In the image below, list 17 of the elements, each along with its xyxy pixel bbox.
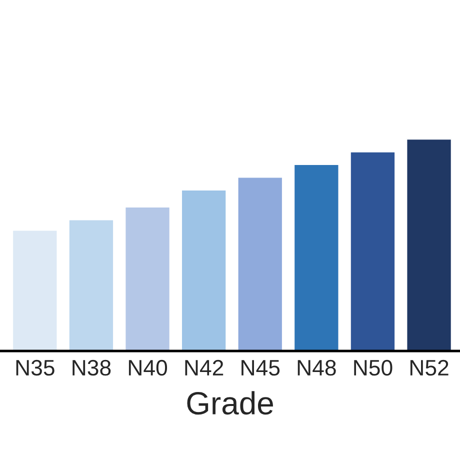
bar	[406, 138, 452, 351]
x-tick-label: N40	[128, 360, 168, 376]
x-tick-label: N50	[354, 360, 392, 376]
x-tick-label: N42	[185, 360, 224, 376]
x-tick-label: N38	[72, 360, 111, 376]
bar	[68, 218, 114, 351]
bar	[124, 206, 171, 351]
bar	[180, 189, 228, 351]
x-tick-label: N45	[242, 360, 280, 376]
x-tick-label: N52	[410, 360, 448, 376]
x-axis-title: Grade	[187, 391, 273, 415]
bar	[236, 176, 284, 351]
bar	[12, 229, 58, 351]
x-tick-label: N48	[298, 360, 336, 376]
bar	[293, 164, 340, 351]
x-tick-label: N35	[16, 360, 54, 376]
bar	[350, 150, 396, 351]
